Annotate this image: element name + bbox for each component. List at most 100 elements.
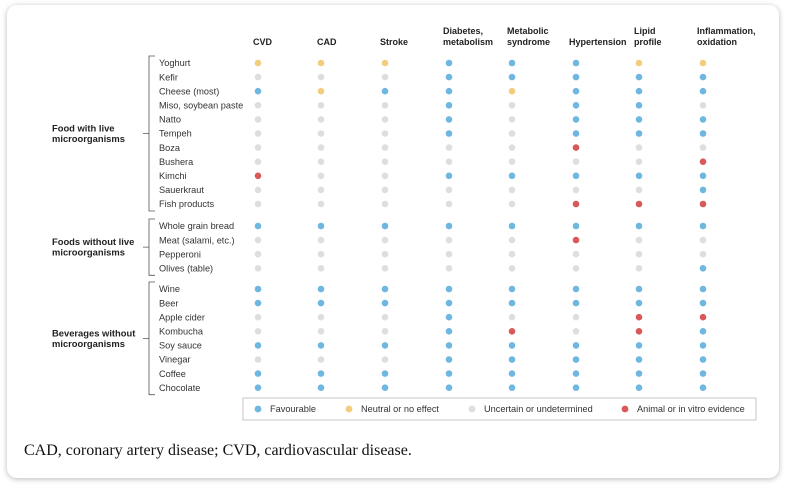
dot-marker — [635, 73, 643, 81]
dot-marker — [508, 285, 516, 293]
dot-marker — [508, 265, 516, 272]
dot-marker — [254, 116, 262, 123]
dot-marker — [445, 172, 453, 180]
dot-marker — [572, 285, 580, 293]
dot-marker — [381, 384, 389, 392]
dot-marker — [317, 222, 325, 230]
dot-marker — [445, 384, 453, 392]
dot-marker — [508, 222, 516, 230]
dot-marker — [635, 265, 643, 272]
dot-marker — [381, 116, 389, 123]
dot-marker — [699, 299, 707, 307]
column-header: Stroke — [380, 37, 408, 47]
dot-marker — [572, 265, 580, 272]
dot-marker — [254, 313, 262, 321]
dot-marker — [381, 265, 389, 272]
dot-marker — [445, 356, 453, 363]
dot-marker — [254, 144, 262, 151]
dot-marker — [635, 102, 643, 109]
dot-marker — [699, 102, 707, 109]
dot-marker — [381, 130, 389, 137]
dot-marker — [445, 236, 453, 244]
dot-marker — [508, 342, 516, 349]
dot-marker — [254, 186, 262, 194]
dot-marker — [572, 313, 580, 321]
dot-marker — [508, 158, 516, 165]
row-label: Yoghurt — [159, 58, 191, 68]
row-label: Natto — [159, 115, 181, 125]
row-label: Meat (salami, etc.) — [159, 235, 235, 245]
dot-marker — [254, 87, 262, 95]
row-label: Bushera — [159, 157, 194, 167]
dot-marker — [572, 130, 580, 137]
group-label: Beverages without microorganisms — [52, 327, 135, 349]
dot-marker — [572, 172, 580, 180]
dot-marker — [508, 328, 516, 335]
dot-marker — [572, 73, 580, 81]
dot-marker — [508, 313, 516, 321]
dot-marker — [254, 356, 262, 363]
dot-marker — [381, 158, 389, 165]
dot-marker — [635, 172, 643, 180]
dot-marker — [381, 342, 389, 349]
dot-marker — [572, 102, 580, 109]
dot-marker — [635, 144, 643, 151]
dot-marker — [699, 285, 707, 293]
legend-label: Uncertain or undetermined — [484, 404, 593, 414]
dot-marker — [445, 342, 453, 349]
dot-marker — [381, 59, 389, 67]
group-bracket — [143, 55, 155, 212]
dot-marker — [317, 285, 325, 293]
dot-marker — [254, 59, 262, 67]
dot-marker — [699, 370, 707, 377]
dot-marker — [572, 87, 580, 95]
dot-marker — [699, 384, 707, 392]
dot-marker — [317, 73, 325, 81]
row-label: Kimchi — [159, 171, 187, 181]
dot-marker — [381, 172, 389, 180]
dot-marker — [635, 356, 643, 363]
row-label: Miso, soybean paste — [159, 101, 243, 111]
dot-marker — [317, 102, 325, 109]
dot-marker — [381, 236, 389, 244]
dot-marker — [381, 370, 389, 377]
row-label: Fish products — [159, 199, 215, 209]
dot-marker — [381, 285, 389, 293]
row-label: Wine — [159, 284, 180, 294]
dot-marker — [635, 236, 643, 244]
dot-marker — [254, 370, 262, 377]
dot-marker — [635, 313, 643, 321]
dot-marker — [699, 342, 707, 349]
dot-marker — [635, 186, 643, 194]
dot-marker — [317, 342, 325, 349]
legend-swatch — [621, 405, 629, 413]
column-header: Inflammation, oxidation — [697, 26, 756, 47]
dot-marker — [699, 222, 707, 230]
dot-marker — [572, 158, 580, 165]
dot-marker — [381, 328, 389, 335]
dot-marker — [381, 313, 389, 321]
dot-marker — [317, 250, 325, 258]
dot-marker — [254, 342, 262, 349]
dot-marker — [699, 200, 707, 208]
column-header: Metabolic syndrome — [507, 26, 550, 47]
dot-marker — [445, 328, 453, 335]
dot-marker — [445, 102, 453, 109]
legend-box — [242, 397, 757, 421]
dot-marker — [572, 144, 580, 151]
dot-marker — [317, 87, 325, 95]
dot-marker — [635, 158, 643, 165]
dot-marker — [572, 200, 580, 208]
dot-marker — [381, 73, 389, 81]
dot-marker — [254, 158, 262, 165]
dot-marker — [635, 116, 643, 123]
dot-marker — [572, 250, 580, 258]
dot-marker — [572, 116, 580, 123]
group-bracket — [143, 218, 155, 276]
dot-marker — [381, 186, 389, 194]
dot-marker — [699, 250, 707, 258]
dot-marker — [635, 87, 643, 95]
column-header: Hypertension — [569, 37, 627, 47]
dot-marker — [317, 384, 325, 392]
dot-marker — [635, 299, 643, 307]
